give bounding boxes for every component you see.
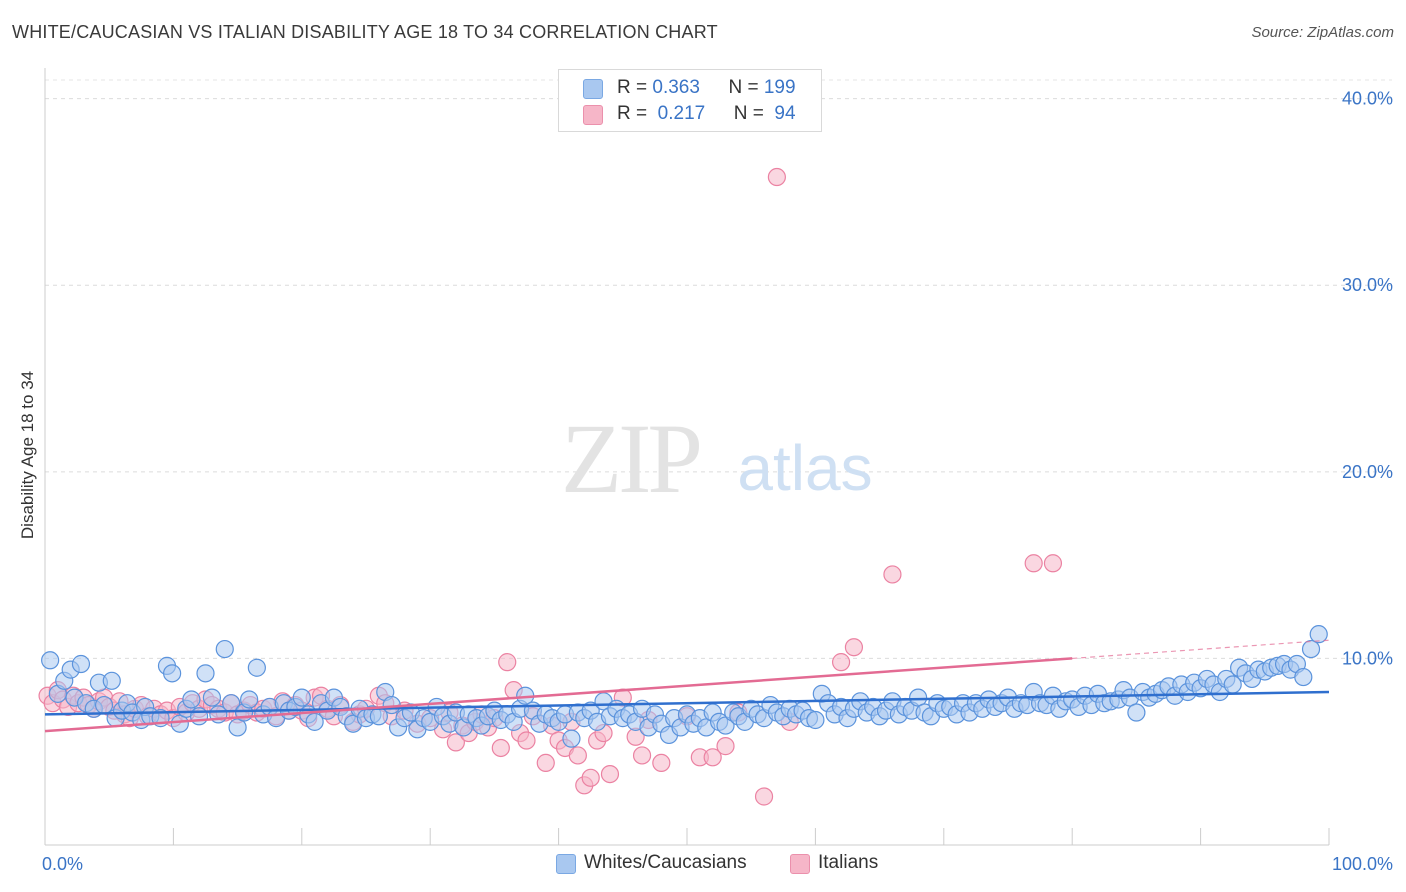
point-italians xyxy=(517,731,536,750)
legend-swatch-italians xyxy=(583,105,603,125)
point-italians xyxy=(446,733,465,752)
series-label-italians: Italians xyxy=(818,852,879,873)
x-tick-label: 0.0% xyxy=(42,854,83,874)
point-italians xyxy=(1024,554,1043,573)
point-italians xyxy=(767,167,786,187)
point-whites xyxy=(806,710,825,730)
trend-line-italians xyxy=(44,657,1073,733)
point-whites xyxy=(305,712,324,731)
point-italians xyxy=(600,764,620,784)
watermark: ZIP atlas xyxy=(561,403,873,514)
tick-labels: 10.0% 20.0% 30.0% 40.0% 0.0% 100.0% xyxy=(42,89,1393,874)
point-whites xyxy=(1309,625,1328,644)
point-italians xyxy=(652,753,671,773)
point-italians xyxy=(498,653,517,672)
point-whites xyxy=(41,651,60,670)
legend-r-label: R = xyxy=(617,77,653,98)
point-whites xyxy=(215,639,234,659)
point-italians xyxy=(844,638,864,657)
watermark-zip: ZIP xyxy=(561,403,699,514)
legend-r-value: 0.217 xyxy=(652,103,706,124)
legend-n-value: 199 xyxy=(763,77,796,98)
legend-n-value: 94 xyxy=(769,103,796,124)
point-whites xyxy=(1301,639,1321,659)
legend-r-value: 0.363 xyxy=(652,77,700,98)
point-italians xyxy=(568,746,587,765)
trend-extension-italians xyxy=(1072,639,1330,660)
point-whites xyxy=(196,664,215,683)
series-label-whites: Whites/Caucasians xyxy=(584,852,747,873)
point-whites xyxy=(247,658,266,677)
legend-r-label: R = xyxy=(617,103,653,124)
legend-n-label: N = xyxy=(733,103,770,124)
source-credit: Source: ZipAtlas.com xyxy=(1251,24,1394,41)
point-whites xyxy=(292,688,311,707)
point-whites xyxy=(182,690,201,709)
point-whites xyxy=(189,707,209,726)
watermark-atlas: atlas xyxy=(737,432,872,504)
legend-swatch-whites xyxy=(583,79,603,99)
axes xyxy=(44,68,1330,846)
point-italians xyxy=(536,753,555,773)
point-whites xyxy=(71,654,91,674)
point-italians xyxy=(632,746,652,765)
point-whites xyxy=(1294,667,1313,687)
point-italians xyxy=(1043,554,1063,573)
point-italians xyxy=(883,565,902,584)
y-axis-label: Disability Age 18 to 34 xyxy=(18,370,37,540)
point-italians xyxy=(703,748,722,767)
chart-title: WHITE/CAUCASIAN VS ITALIAN DISABILITY AG… xyxy=(12,22,718,42)
point-italians xyxy=(831,653,851,672)
point-italians xyxy=(581,768,600,787)
point-italians xyxy=(716,737,735,756)
y-tick-label: 10.0% xyxy=(1342,648,1393,668)
trend-line-whites xyxy=(44,690,1330,716)
point-whites xyxy=(163,664,182,683)
gridlines xyxy=(45,79,1392,659)
point-whites xyxy=(1127,703,1146,722)
point-whites xyxy=(202,688,222,707)
series-swatch-whites xyxy=(556,854,576,874)
point-whites xyxy=(562,729,581,748)
correlation-legend: R = 0.363 N = 199 R = 0.217 N = 94 xyxy=(558,69,822,132)
point-whites xyxy=(240,690,259,709)
point-italians xyxy=(754,787,774,806)
point-italians xyxy=(491,738,510,758)
y-tick-label: 40.0% xyxy=(1342,89,1393,109)
x-tick-label: 100.0% xyxy=(1332,854,1393,874)
series-swatch-italians xyxy=(790,854,810,874)
trend-lines xyxy=(44,639,1330,733)
y-tick-label: 20.0% xyxy=(1342,462,1393,482)
point-whites xyxy=(102,671,121,690)
y-tick-label: 30.0% xyxy=(1342,275,1393,295)
legend-n-label: N = xyxy=(728,77,764,98)
